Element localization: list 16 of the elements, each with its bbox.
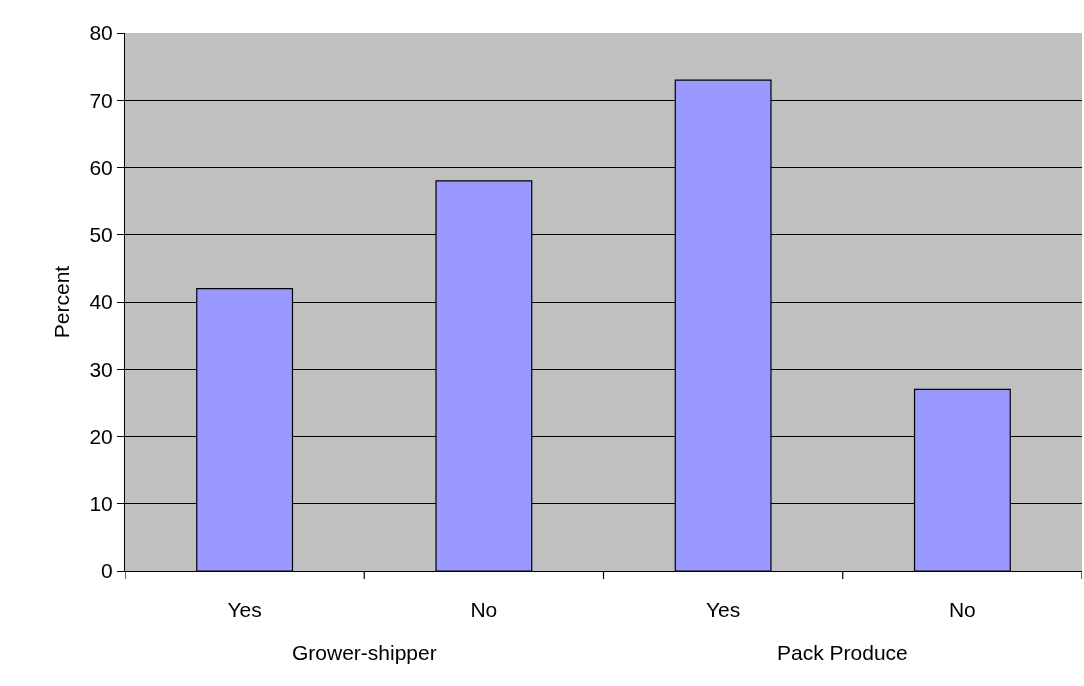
x-tick-label: No [948,598,976,622]
y-tick-label: 0 [101,559,113,583]
x-tick-label: No [470,598,498,622]
y-tick-label: 60 [89,155,113,179]
y-axis-title: Percent [49,265,73,339]
text: Pack Produce [777,641,908,664]
y-tick-label: 70 [89,88,113,112]
y-tick-label: 10 [89,492,113,516]
y-tick-label: 50 [89,223,113,247]
x-tick-label: Yes [227,598,262,622]
y-tick-label: 20 [89,424,113,448]
x-tick-label: Yes [706,598,741,622]
y-tick-label: 40 [89,290,113,314]
y-tick-label: 80 [89,21,113,45]
y-tick-label: 30 [89,357,113,381]
text: Grower-shipper [292,641,437,664]
